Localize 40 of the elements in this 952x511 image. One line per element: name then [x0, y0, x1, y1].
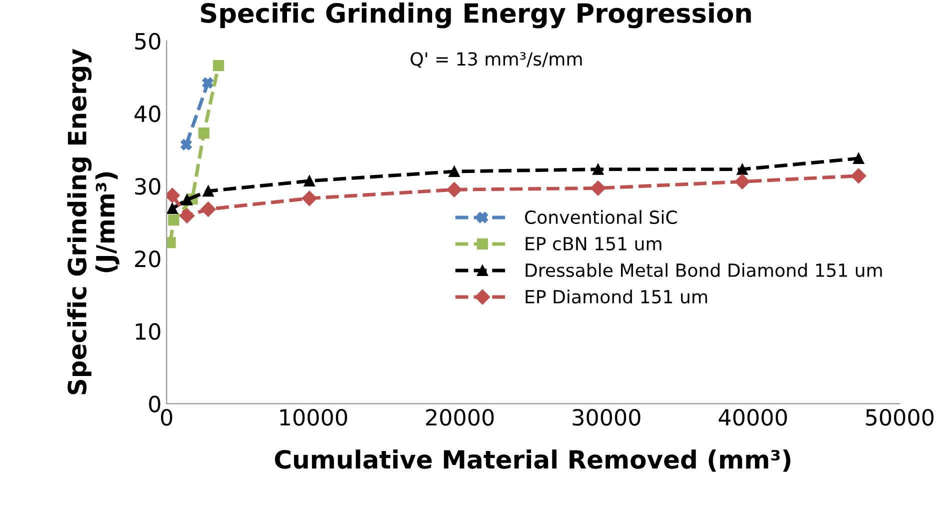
x-tick-label: 0: [160, 408, 172, 426]
point: [202, 186, 214, 197]
x-tick-label: 10000: [280, 408, 348, 426]
point: [446, 182, 462, 198]
y-tick-label: 0: [149, 396, 160, 412]
y-tick-label: 40: [134, 105, 160, 122]
point: [734, 174, 750, 190]
point: [168, 214, 180, 226]
point: [304, 175, 315, 186]
legend-label: Conventional SiC: [525, 210, 677, 224]
y-tick-label: 30: [135, 178, 160, 195]
x-tick-label: 30000: [572, 408, 640, 426]
legend-label: EP cBN 151 um: [526, 237, 662, 251]
y-tick-label: 20: [135, 250, 160, 268]
y-axis-title: Specific Grinding Energy (J/mm³): [67, 48, 120, 394]
x-axis-title: Cumulative Material Removed (mm³): [274, 450, 790, 472]
x-tick-label: 40000: [718, 408, 787, 426]
point: [179, 208, 195, 224]
point: [851, 168, 866, 184]
point: [590, 180, 606, 196]
legend-label: Dressable Metal Bond Diamond 151 um: [526, 263, 882, 278]
point: [448, 166, 460, 178]
point: [166, 202, 178, 214]
x-tick-label: 20000: [426, 408, 494, 426]
point: [592, 164, 604, 175]
point: [853, 152, 864, 164]
chart-title: Specific Grinding Energy Progression: [200, 2, 751, 28]
point: [198, 127, 210, 139]
point: [212, 60, 224, 72]
point: [181, 194, 193, 206]
legend-label: EP Diamond 151 um: [526, 290, 707, 304]
point: [736, 164, 748, 175]
annotation: Q' = 13 mm³/s/mm: [410, 52, 582, 68]
y-tick-label: 50: [135, 32, 160, 50]
y-tick-label: 10: [136, 323, 160, 340]
point: [200, 202, 216, 217]
point: [180, 139, 192, 150]
point: [202, 77, 214, 89]
point: [302, 190, 317, 206]
x-tick-label: 50000: [866, 408, 934, 426]
